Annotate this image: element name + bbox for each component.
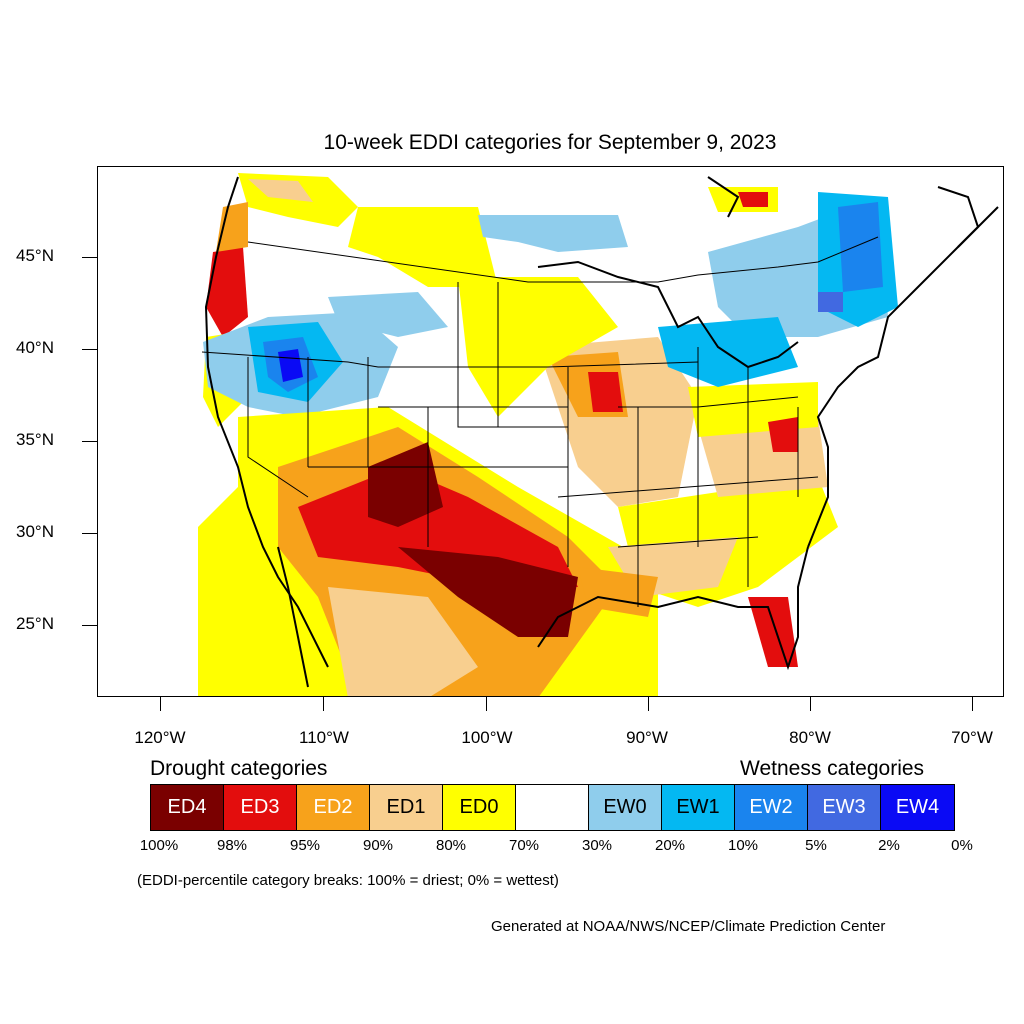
percent-break-label: 70%: [508, 837, 540, 854]
legend-swatch-ew3: EW3: [808, 785, 881, 830]
region-ed2-washington: [216, 202, 248, 252]
legend-swatch-ew1: EW1: [662, 785, 735, 830]
great-lakes: [537, 260, 799, 369]
lon-label-110w: 110°W: [299, 728, 349, 747]
region-ew1-greatlakes: [658, 317, 798, 387]
lon-tick: [810, 697, 811, 711]
percent-break-label: 90%: [362, 837, 394, 854]
eddi-map: [97, 166, 1004, 697]
region-ew0-canada: [478, 215, 628, 252]
legend-swatch-ew0: EW0: [589, 785, 662, 830]
region-ed3-florida: [748, 597, 798, 667]
lat-label-40n: 40°N: [16, 338, 54, 357]
lat-tick: [82, 625, 97, 626]
lat-label-45n: 45°N: [16, 246, 54, 265]
state-borders: [201, 236, 879, 607]
drought-legend-heading: Drought categories: [150, 757, 328, 780]
legend-swatch-ed2: ED2: [297, 785, 370, 830]
lon-tick: [323, 697, 324, 711]
lon-label-80w: 80°W: [789, 728, 831, 747]
lon-label-90w: 90°W: [626, 728, 668, 747]
legend-swatch-ed0: ED0: [443, 785, 516, 830]
percent-break-label: 100%: [139, 837, 179, 854]
legend-swatch-ed1: ED1: [370, 785, 443, 830]
percent-break-label: 5%: [805, 837, 827, 854]
percent-break-label: 2%: [878, 837, 900, 854]
newfoundland: [937, 186, 980, 248]
region-ed4-newmexico: [368, 442, 443, 527]
lon-label-120w: 120°W: [134, 728, 186, 747]
map-title: 10-week EDDI categories for September 9,…: [323, 131, 777, 154]
lat-label-25n: 25°N: [16, 614, 54, 633]
legend-swatch-ed3: ED3: [224, 785, 297, 830]
lat-tick: [82, 533, 97, 534]
percent-break-label: 0%: [951, 837, 973, 854]
region-ew2-northeast: [838, 202, 883, 292]
region-ew3-maine: [818, 292, 843, 312]
legend-swatch-ew4: EW4: [881, 785, 954, 830]
region-ed4-texas: [398, 547, 578, 637]
legend-swatch-ew2: EW2: [735, 785, 808, 830]
baja-coast: [277, 546, 309, 688]
lat-tick: [82, 257, 97, 258]
region-ed1-mexico: [328, 587, 478, 696]
lon-tick: [486, 697, 487, 711]
lat-tick: [82, 349, 97, 350]
lat-tick: [82, 441, 97, 442]
region-ed3-virginia: [768, 417, 798, 452]
west-coast: [204, 176, 329, 668]
category-note: (EDDI-percentile category breaks: 100% =…: [137, 872, 559, 889]
percent-break-label: 80%: [435, 837, 467, 854]
gulf-coast: [537, 546, 809, 671]
region-ed0-montana: [348, 207, 498, 287]
region-ed3-oregon: [206, 247, 248, 337]
lat-label-30n: 30°N: [16, 522, 54, 541]
region-ed3-quebec: [738, 192, 768, 207]
region-ew0-wyoming: [328, 292, 448, 337]
lon-label-100w: 100°W: [461, 728, 513, 747]
legend-swatch-neutral: [516, 785, 589, 830]
lon-tick: [160, 697, 161, 711]
wetness-legend-heading: Wetness categories: [740, 757, 925, 780]
lat-label-35n: 35°N: [16, 430, 54, 449]
category-regions: [198, 173, 898, 696]
region-ed1-pnw: [248, 179, 313, 202]
hudson-bay: [707, 176, 740, 218]
lon-label-70w: 70°W: [951, 728, 993, 747]
percent-break-label: 30%: [581, 837, 613, 854]
coastlines: [204, 176, 999, 688]
percent-break-label: 10%: [727, 837, 759, 854]
lon-tick: [648, 697, 649, 711]
legend-swatch-ed4: ED4: [151, 785, 224, 830]
category-legend-bar: ED4 ED3 ED2 ED1 ED0 EW0 EW1 EW2 EW3 EW4: [150, 784, 955, 831]
lon-tick: [972, 697, 973, 711]
percent-break-label: 98%: [216, 837, 248, 854]
map-canvas: [198, 173, 999, 696]
region-ed3-iowa: [588, 372, 623, 412]
percent-break-label: 20%: [654, 837, 686, 854]
east-coast: [807, 206, 999, 548]
credit-line: Generated at NOAA/NWS/NCEP/Climate Predi…: [491, 918, 886, 935]
percent-break-label: 95%: [289, 837, 321, 854]
